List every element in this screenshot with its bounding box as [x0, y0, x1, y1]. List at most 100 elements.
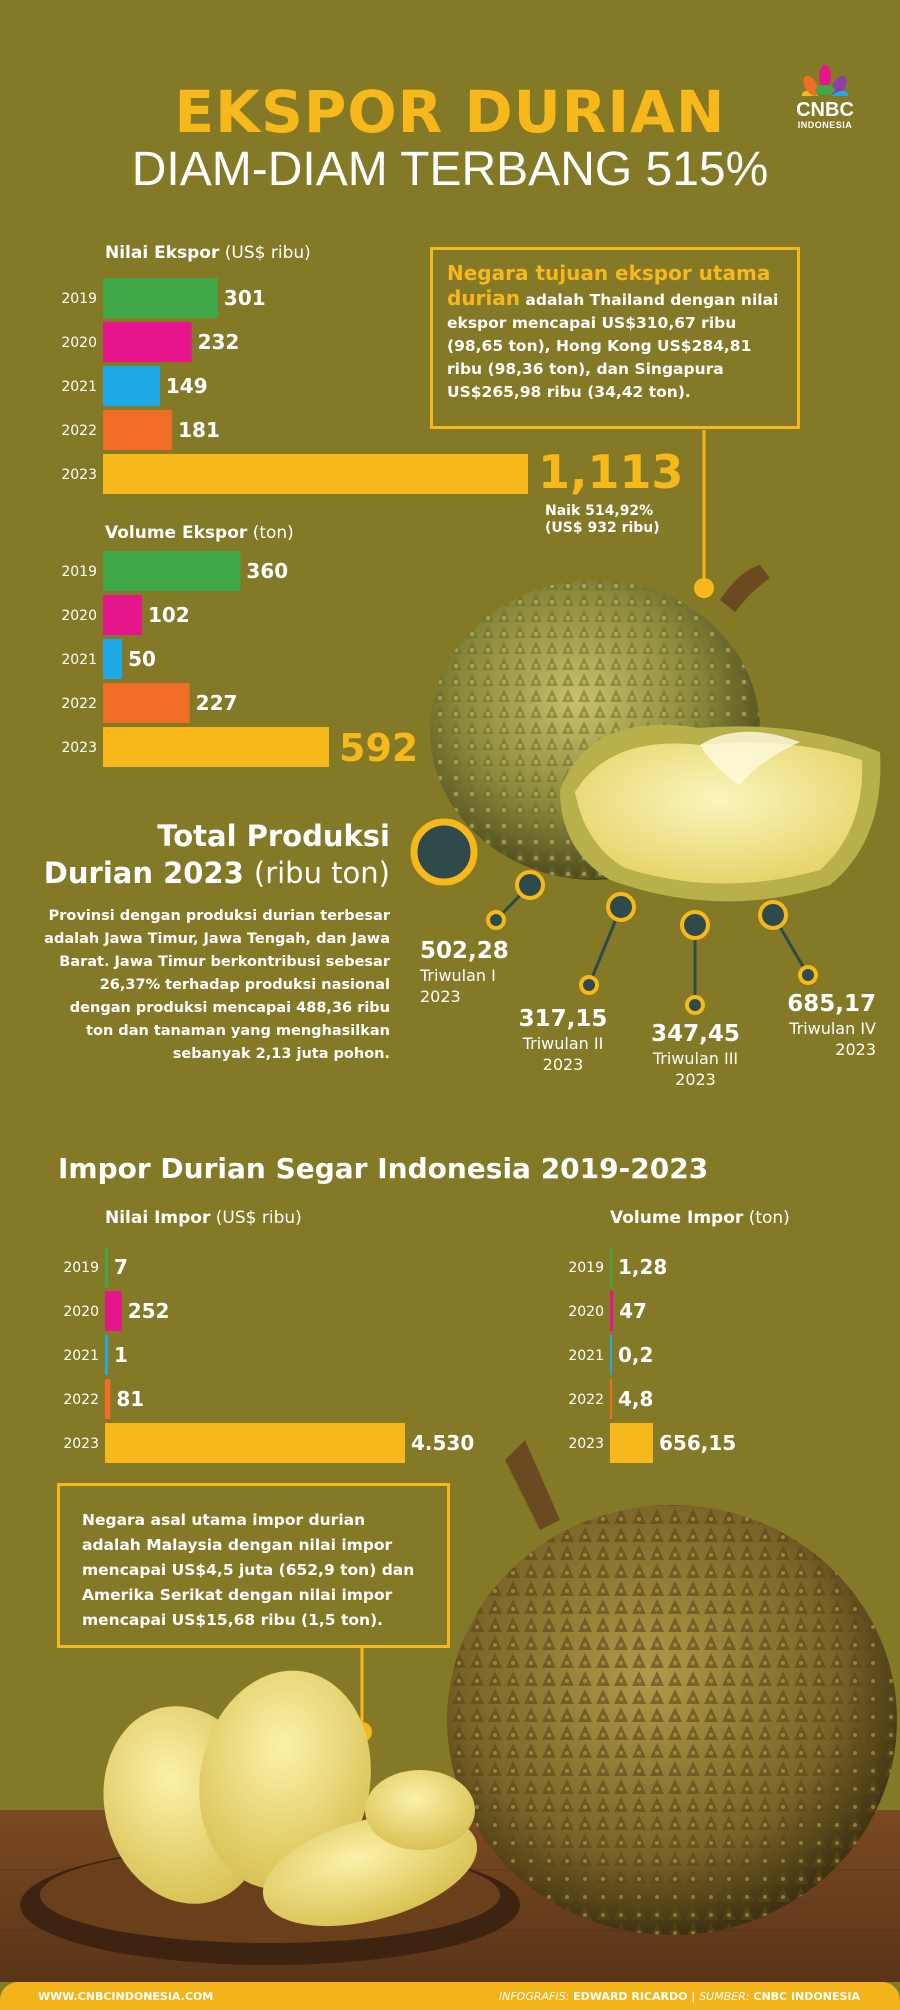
import-volume-unit: (ton) — [748, 1208, 790, 1228]
export-value-value-2019: 301 — [224, 286, 266, 310]
source-name: CNBC INDONESIA — [753, 1990, 860, 2003]
page-subtitle: DIAM-DIAM TERBANG 515% — [131, 143, 769, 196]
export-volume-value-2023: 592 — [339, 726, 418, 770]
import-volume-value-2022: 4,8 — [618, 1387, 653, 1411]
callout-highlight: Negara tujuan ekspor utama durian — [447, 261, 771, 310]
footer-website[interactable]: WWW.CNBCINDONESIA.COM — [38, 1990, 214, 2003]
import-heading: Impor Durian Segar Indonesia 2019-2023 — [58, 1152, 709, 1185]
export-value-year-label: 2022 — [61, 423, 97, 439]
q3-value: 347,45 — [651, 1021, 740, 1047]
q1-year: 2023 — [420, 987, 461, 1006]
export-value-bar-2019 — [103, 278, 218, 318]
import-value-bar-2019 — [105, 1247, 108, 1287]
import-volume-year-label: 2023 — [568, 1436, 604, 1452]
export-volume-value-2022: 227 — [196, 691, 238, 715]
export-value-title: Nilai Ekspor — [105, 243, 220, 263]
q4-year: 2023 — [835, 1040, 876, 1059]
import-volume-chart: 2019 1,28 2020 47 2021 0,2 2022 4,8 2023 656,15 — [568, 1247, 736, 1463]
export-value-bar-2022 — [103, 410, 173, 450]
import-value-year-label: 2023 — [63, 1436, 99, 1452]
production-title: Total Produksi Durian 2023 (ribu ton) — [44, 818, 390, 892]
q2-group: 317,15 Triwulan II 2023 — [513, 1005, 613, 1075]
import-volume-value-2019: 1,28 — [618, 1255, 667, 1279]
connector-dot — [694, 578, 714, 598]
export-growth-percent: Naik 514,92% — [545, 503, 654, 519]
import-value-year-label: 2022 — [63, 1392, 99, 1408]
import-value-chart: 2019 7 2020 252 2021 1 2022 81 2023 4.530 — [63, 1247, 474, 1463]
export-volume-value-2021: 50 — [128, 647, 156, 671]
q2-marker — [606, 892, 636, 922]
export-value-value-2021: 149 — [166, 374, 208, 398]
durian-illustration — [430, 430, 881, 902]
import-value-value-2019: 7 — [114, 1255, 128, 1279]
export-value-value-2023: 1,113 — [538, 445, 684, 499]
logo-text: CNBC — [796, 99, 854, 121]
q4-value: 685,17 — [787, 991, 876, 1017]
q2-value: 317,15 — [518, 1006, 608, 1032]
durian-flesh — [575, 742, 863, 884]
export-value-chart: 2019 301 2020 232 2021 149 2022 181 2023 1,113 — [61, 278, 684, 499]
import-volume-bar-2022 — [610, 1379, 612, 1419]
export-volume-year-label: 2020 — [61, 608, 97, 624]
import-value-year-label: 2019 — [63, 1260, 99, 1276]
import-value-bar-2022 — [105, 1379, 111, 1419]
import-volume-year-label: 2022 — [568, 1392, 604, 1408]
export-volume-bar-2021 — [103, 639, 123, 679]
bottom-illustration — [0, 1440, 900, 1982]
durian-stem-2 — [505, 1440, 560, 1530]
import-volume-bar-2021 — [610, 1335, 612, 1375]
import-volume-value-2020: 47 — [619, 1299, 647, 1323]
export-volume-year-label: 2023 — [61, 740, 97, 756]
q1-group: 502,28 Triwulan I 2023 — [420, 937, 509, 1007]
q2-label: Triwulan II — [522, 1034, 604, 1053]
export-volume-bar-2019 — [103, 551, 241, 591]
import-value-unit: (US$ ribu) — [215, 1208, 302, 1228]
footer: WWW.CNBCINDONESIA.COM INFOGRAFIS: EDWARD… — [0, 1982, 900, 2010]
import-value-value-2020: 252 — [128, 1299, 170, 1323]
export-volume-year-label: 2021 — [61, 652, 97, 668]
export-value-value-2020: 232 — [198, 330, 240, 354]
import-value-year-label: 2020 — [63, 1304, 99, 1320]
production-description: Provinsi dengan produksi durian terbesar… — [44, 908, 390, 1062]
source-label: SUMBER: — [699, 1990, 750, 2003]
production-title-line2: Durian 2023 — [43, 856, 244, 890]
export-growth-note: Naik 514,92% (US$ 932 ribu) — [545, 503, 660, 537]
import-volume-bar-2020 — [610, 1291, 614, 1331]
q3-marker — [680, 910, 710, 940]
cnbc-logo[interactable]: CNBC INDONESIA — [785, 62, 865, 130]
import-volume-year-label: 2019 — [568, 1260, 604, 1276]
import-volume-label: Volume Impor (ton) — [610, 1208, 790, 1228]
q3-year: 2023 — [675, 1070, 716, 1089]
import-volume-bar-2019 — [610, 1247, 612, 1287]
export-destination-callout: Negara tujuan ekspor utama durian adalah… — [430, 247, 800, 429]
import-volume-year-label: 2020 — [568, 1304, 604, 1320]
q2-year: 2023 — [542, 1055, 584, 1074]
import-volume-value-2023: 656,15 — [659, 1431, 736, 1455]
export-volume-bar-2022 — [103, 683, 190, 723]
export-value-unit: (US$ ribu) — [224, 243, 311, 263]
q3-label: Triwulan III — [652, 1049, 739, 1068]
q4-marker — [758, 900, 788, 930]
export-value-value-2022: 181 — [178, 418, 220, 442]
callout-text: adalah Thailand dengan nilai ekspor menc… — [447, 291, 779, 401]
export-volume-label: Volume Ekspor (ton) — [105, 523, 294, 543]
export-value-bar-2021 — [103, 366, 160, 406]
import-volume-bar-2023 — [610, 1423, 653, 1463]
import-volume-year-label: 2021 — [568, 1348, 604, 1364]
import-value-value-2023: 4.530 — [411, 1431, 474, 1455]
import-value-bar-2021 — [105, 1335, 108, 1375]
import-value-year-label: 2021 — [63, 1348, 99, 1364]
import-value-bar-2023 — [105, 1423, 405, 1463]
export-growth-amount: (US$ 932 ribu) — [545, 520, 660, 536]
production-title-line1: Total Produksi — [157, 819, 390, 853]
export-value-year-label: 2019 — [61, 291, 97, 307]
import-value-title: Nilai Impor — [105, 1208, 211, 1228]
export-volume-year-label: 2019 — [61, 564, 97, 580]
export-volume-title: Volume Ekspor — [105, 523, 248, 543]
export-value-bar-2023 — [103, 454, 528, 494]
q1-marker — [515, 870, 545, 900]
import-origin-callout: Negara asal utama impor durian adalah Ma… — [57, 1483, 450, 1648]
q4-label: Triwulan IV — [789, 1019, 876, 1038]
page-title: EKSPOR DURIAN — [174, 78, 726, 146]
import-volume-title: Volume Impor — [610, 1208, 744, 1228]
